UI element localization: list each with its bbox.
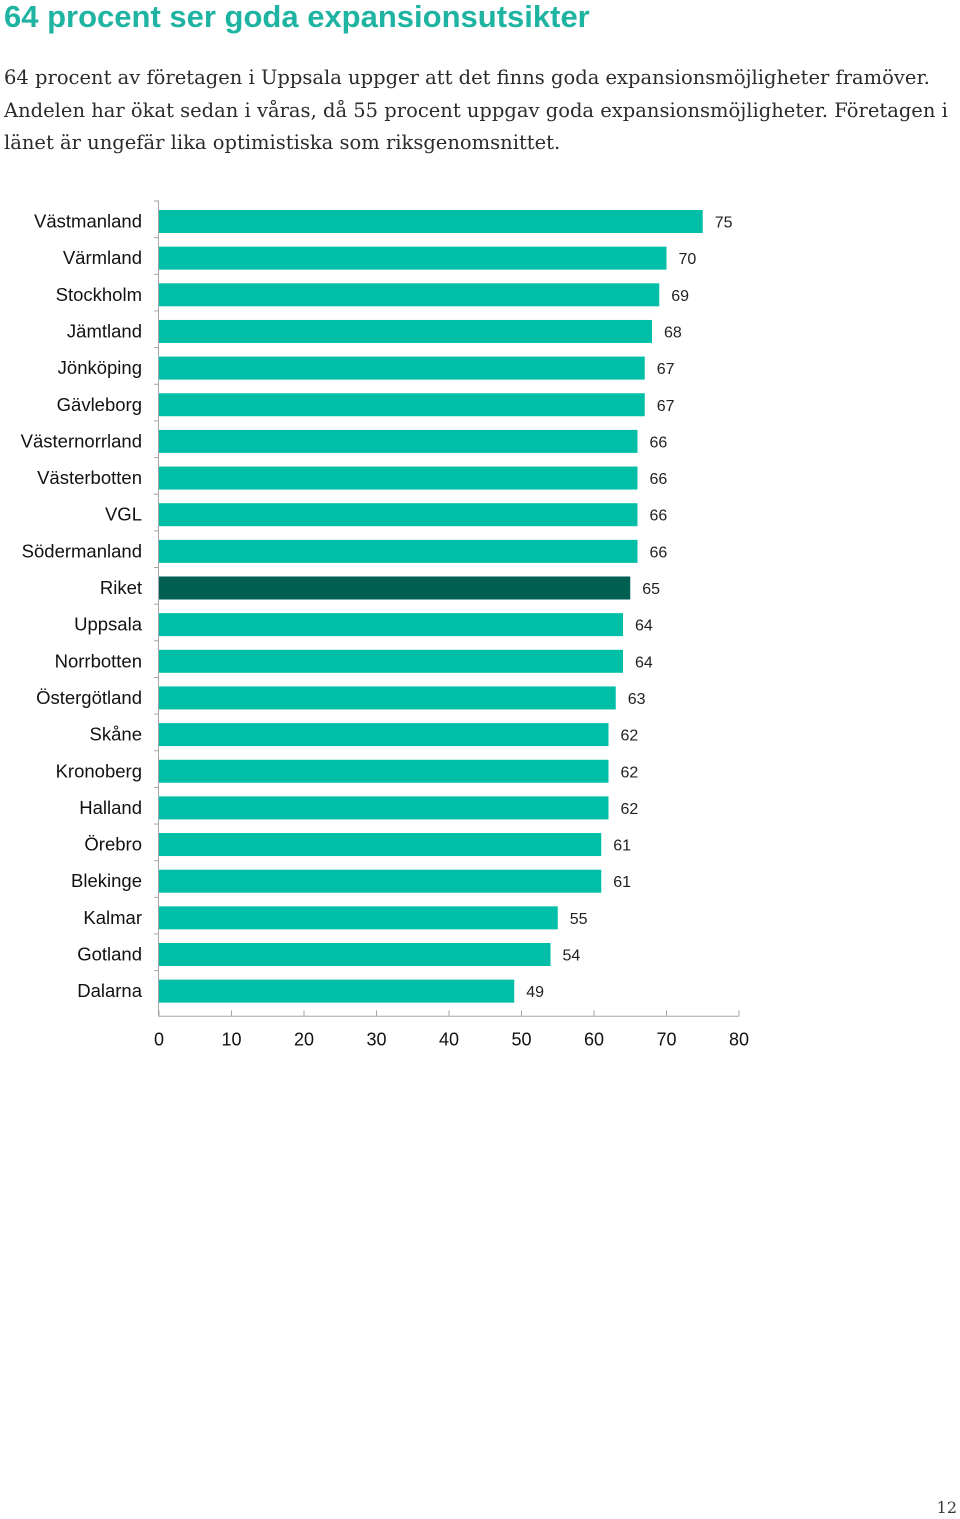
- bar-norrbotten: [159, 649, 623, 673]
- data-label: 55: [570, 911, 588, 928]
- intro-paragraph: 64 procent av företagen i Uppsala uppger…: [4, 66, 948, 154]
- data-label: 62: [621, 801, 639, 818]
- bar-dalarna: [159, 979, 515, 1003]
- category-label: Västernorrland: [21, 430, 142, 451]
- category-label: Örebro: [84, 834, 142, 855]
- x-tick-label: 60: [584, 1029, 604, 1049]
- category-label: Kalmar: [83, 907, 142, 928]
- data-label: 67: [657, 361, 675, 378]
- category-label: Uppsala: [74, 614, 143, 635]
- bar-södermanland: [159, 539, 638, 563]
- page-number: 12: [936, 1498, 957, 1517]
- page-heading: 64 procent ser goda expansionsutsikter: [4, 0, 590, 34]
- data-label: 49: [526, 984, 544, 1001]
- bar-jönköping: [159, 356, 645, 380]
- bar-västmanland: [159, 210, 703, 233]
- category-label: Riket: [100, 577, 142, 598]
- bar-kalmar: [159, 906, 558, 930]
- category-label: Östergötland: [36, 687, 142, 708]
- bar-riket: [159, 576, 631, 600]
- bar-uppsala: [159, 613, 623, 637]
- category-label: Södermanland: [22, 540, 142, 561]
- x-tick-label: 0: [154, 1029, 164, 1049]
- bar-gävleborg: [159, 393, 645, 417]
- data-label: 64: [635, 654, 653, 671]
- x-tick-label: 70: [656, 1029, 676, 1049]
- category-label: Gävleborg: [57, 394, 142, 415]
- category-label: Gotland: [77, 944, 142, 965]
- data-label: 69: [671, 288, 689, 305]
- bar-västerbotten: [159, 466, 638, 490]
- x-tick-label: 20: [294, 1029, 314, 1049]
- data-label: 75: [715, 215, 733, 232]
- data-label: 65: [642, 581, 660, 598]
- bar-värmland: [159, 246, 667, 270]
- data-label: 66: [650, 544, 668, 561]
- category-label: Norrbotten: [55, 650, 142, 671]
- category-label: Värmland: [63, 247, 142, 268]
- data-label: 63: [628, 691, 646, 708]
- data-label: 68: [664, 324, 682, 341]
- data-label: 64: [635, 618, 653, 635]
- x-tick-label: 30: [366, 1029, 386, 1049]
- bar-stockholm: [159, 283, 660, 307]
- data-label: 54: [563, 948, 581, 965]
- category-label: Västerbotten: [37, 467, 142, 488]
- bar-vgl: [159, 503, 638, 527]
- category-label: Västmanland: [34, 211, 142, 232]
- bar-skåne: [159, 723, 609, 747]
- bar-östergötland: [159, 686, 616, 710]
- bar-chart: Västmanland 75 Värmland 70 Stockholm 69 Jämtla…: [21, 200, 749, 1049]
- category-label: Jämtland: [67, 320, 142, 341]
- bar-halland: [159, 796, 609, 820]
- x-tick-label: 50: [511, 1029, 531, 1049]
- bar-kronoberg: [159, 759, 609, 783]
- data-label: 62: [621, 764, 639, 781]
- category-label: Skåne: [90, 724, 142, 745]
- data-label: 66: [650, 434, 668, 451]
- x-tick-label: 40: [439, 1029, 459, 1049]
- bar-västernorrland: [159, 429, 638, 453]
- data-label: 66: [650, 508, 668, 525]
- category-label: Jönköping: [58, 357, 142, 378]
- data-label: 67: [657, 398, 675, 415]
- data-label: 61: [613, 874, 631, 891]
- bar-örebro: [159, 833, 602, 857]
- category-label: Dalarna: [77, 980, 142, 1001]
- bar-blekinge: [159, 869, 602, 893]
- data-label: 62: [621, 728, 639, 745]
- category-label: Kronoberg: [56, 760, 142, 781]
- bar-gotland: [159, 943, 551, 966]
- category-label: VGL: [105, 504, 142, 525]
- bar-jämtland: [159, 319, 652, 343]
- data-label: 70: [679, 251, 697, 268]
- x-tick-label: 10: [221, 1029, 241, 1049]
- x-tick-label: 80: [729, 1029, 749, 1049]
- category-label: Stockholm: [56, 284, 142, 305]
- category-label: Halland: [79, 797, 142, 818]
- category-label: Blekinge: [71, 870, 142, 891]
- data-label: 61: [613, 838, 631, 855]
- data-label: 66: [650, 471, 668, 488]
